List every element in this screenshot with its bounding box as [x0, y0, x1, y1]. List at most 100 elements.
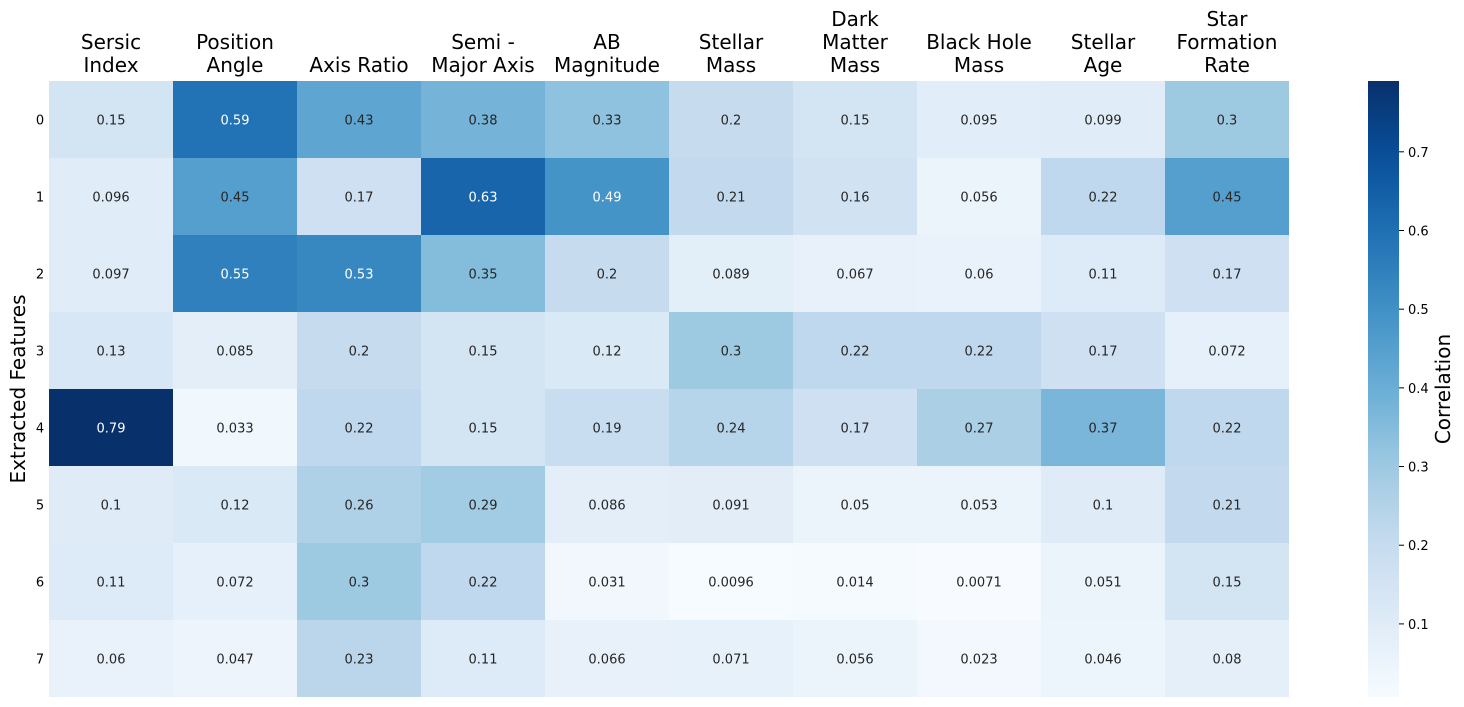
cell-value-label: 0.15 — [1213, 576, 1242, 591]
heatmap-cell — [793, 235, 917, 312]
heatmap-cell — [669, 312, 793, 389]
heatmap-cell — [297, 620, 421, 697]
cell-value-label: 0.13 — [97, 345, 126, 360]
heatmap-cell — [173, 543, 297, 620]
heatmap-cell — [917, 543, 1041, 620]
cell-value-label: 0.067 — [836, 268, 873, 283]
column-label: Stellar — [699, 30, 764, 54]
column-label: Axis Ratio — [309, 53, 408, 77]
heatmap-cell — [917, 158, 1041, 235]
heatmap-cell — [545, 620, 669, 697]
heatmap-cell — [173, 235, 297, 312]
heatmap-cell — [1041, 158, 1165, 235]
column-label: Stellar — [1071, 30, 1136, 54]
cell-value-label: 0.21 — [1213, 499, 1242, 514]
cell-value-label: 0.071 — [712, 653, 749, 668]
cell-value-label: 0.45 — [221, 191, 250, 206]
cell-value-label: 0.33 — [593, 114, 622, 129]
heatmap-cell — [545, 466, 669, 543]
heatmap-cell — [421, 312, 545, 389]
cell-value-label: 0.53 — [345, 268, 374, 283]
cell-value-label: 0.37 — [1089, 422, 1118, 437]
cell-value-label: 0.17 — [1089, 345, 1118, 360]
cell-value-label: 0.27 — [965, 422, 994, 437]
colorbar — [1368, 81, 1399, 697]
heatmap-cell — [545, 81, 669, 158]
heatmap-cell — [917, 620, 1041, 697]
cell-value-label: 0.3 — [349, 576, 370, 591]
heatmap-cell — [917, 389, 1041, 466]
heatmap-cell — [545, 235, 669, 312]
cell-value-label: 0.29 — [469, 499, 498, 514]
heatmap-cell — [1165, 81, 1289, 158]
cell-value-label: 0.17 — [1213, 268, 1242, 283]
cell-value-label: 0.031 — [588, 576, 625, 591]
cell-value-label: 0.45 — [1213, 191, 1242, 206]
heatmap-cell — [793, 620, 917, 697]
heatmap-cell — [793, 466, 917, 543]
cell-value-label: 0.095 — [960, 114, 997, 129]
cell-value-label: 0.22 — [345, 422, 374, 437]
cell-value-label: 0.086 — [588, 499, 625, 514]
heatmap-cell — [1041, 81, 1165, 158]
heatmap-cell — [49, 312, 173, 389]
column-label: Magnitude — [554, 53, 660, 77]
cell-value-label: 0.35 — [469, 268, 498, 283]
heatmap-cell — [793, 158, 917, 235]
cell-value-label: 0.22 — [1089, 191, 1118, 206]
heatmap-cell — [49, 389, 173, 466]
heatmap-cell — [1041, 235, 1165, 312]
heatmap-cell — [917, 312, 1041, 389]
cell-value-label: 0.17 — [841, 422, 870, 437]
heatmap-cell — [173, 81, 297, 158]
cell-value-label: 0.63 — [469, 191, 498, 206]
cell-value-label: 0.49 — [593, 191, 622, 206]
column-label: Matter — [822, 30, 889, 54]
heatmap-cell — [49, 620, 173, 697]
heatmap-cell — [669, 466, 793, 543]
heatmap-cell — [669, 158, 793, 235]
heatmap-cell — [1165, 543, 1289, 620]
cell-value-label: 0.072 — [1208, 345, 1245, 360]
heatmap-cell — [173, 466, 297, 543]
cell-value-label: 0.0071 — [956, 576, 1002, 591]
heatmap-cell — [1041, 620, 1165, 697]
heatmap-cell — [297, 466, 421, 543]
colorbar-tick-label: 0.5 — [1408, 303, 1429, 318]
column-label: Age — [1084, 53, 1123, 77]
heatmap-cell — [421, 543, 545, 620]
heatmap-cell — [545, 158, 669, 235]
heatmap-cell — [421, 620, 545, 697]
cell-value-label: 0.12 — [593, 345, 622, 360]
heatmap-cell — [297, 235, 421, 312]
cell-value-label: 0.17 — [345, 191, 374, 206]
column-label: Angle — [207, 53, 264, 77]
heatmap-cell — [1165, 466, 1289, 543]
heatmap-cell — [793, 543, 917, 620]
colorbar-tick-label: 0.1 — [1408, 618, 1429, 633]
cell-value-label: 0.023 — [960, 653, 997, 668]
cell-value-label: 0.16 — [841, 191, 870, 206]
cell-value-label: 0.26 — [345, 499, 374, 514]
cell-value-label: 0.05 — [841, 499, 870, 514]
cell-value-label: 0.0096 — [708, 576, 754, 591]
column-label: Formation — [1177, 30, 1278, 54]
column-label: Major Axis — [431, 53, 534, 77]
cell-value-label: 0.085 — [216, 345, 253, 360]
cell-value-label: 0.21 — [717, 191, 746, 206]
row-labels: 0 1 2 3 4 5 6 7 — [36, 114, 44, 668]
column-label: Mass — [830, 53, 880, 77]
cell-value-label: 0.056 — [960, 191, 997, 206]
column-label: AB — [593, 30, 620, 54]
heatmap-cell — [297, 158, 421, 235]
cell-value-label: 0.15 — [469, 422, 498, 437]
heatmap-cell — [1041, 466, 1165, 543]
heatmap-cell — [173, 389, 297, 466]
column-label: Mass — [706, 53, 756, 77]
heatmap-cell — [1165, 389, 1289, 466]
heatmap-cell — [1041, 389, 1165, 466]
column-label: Sersic — [81, 30, 141, 54]
colorbar-tick-label: 0.3 — [1408, 461, 1429, 476]
colorbar-title: Correlation — [1431, 334, 1455, 444]
